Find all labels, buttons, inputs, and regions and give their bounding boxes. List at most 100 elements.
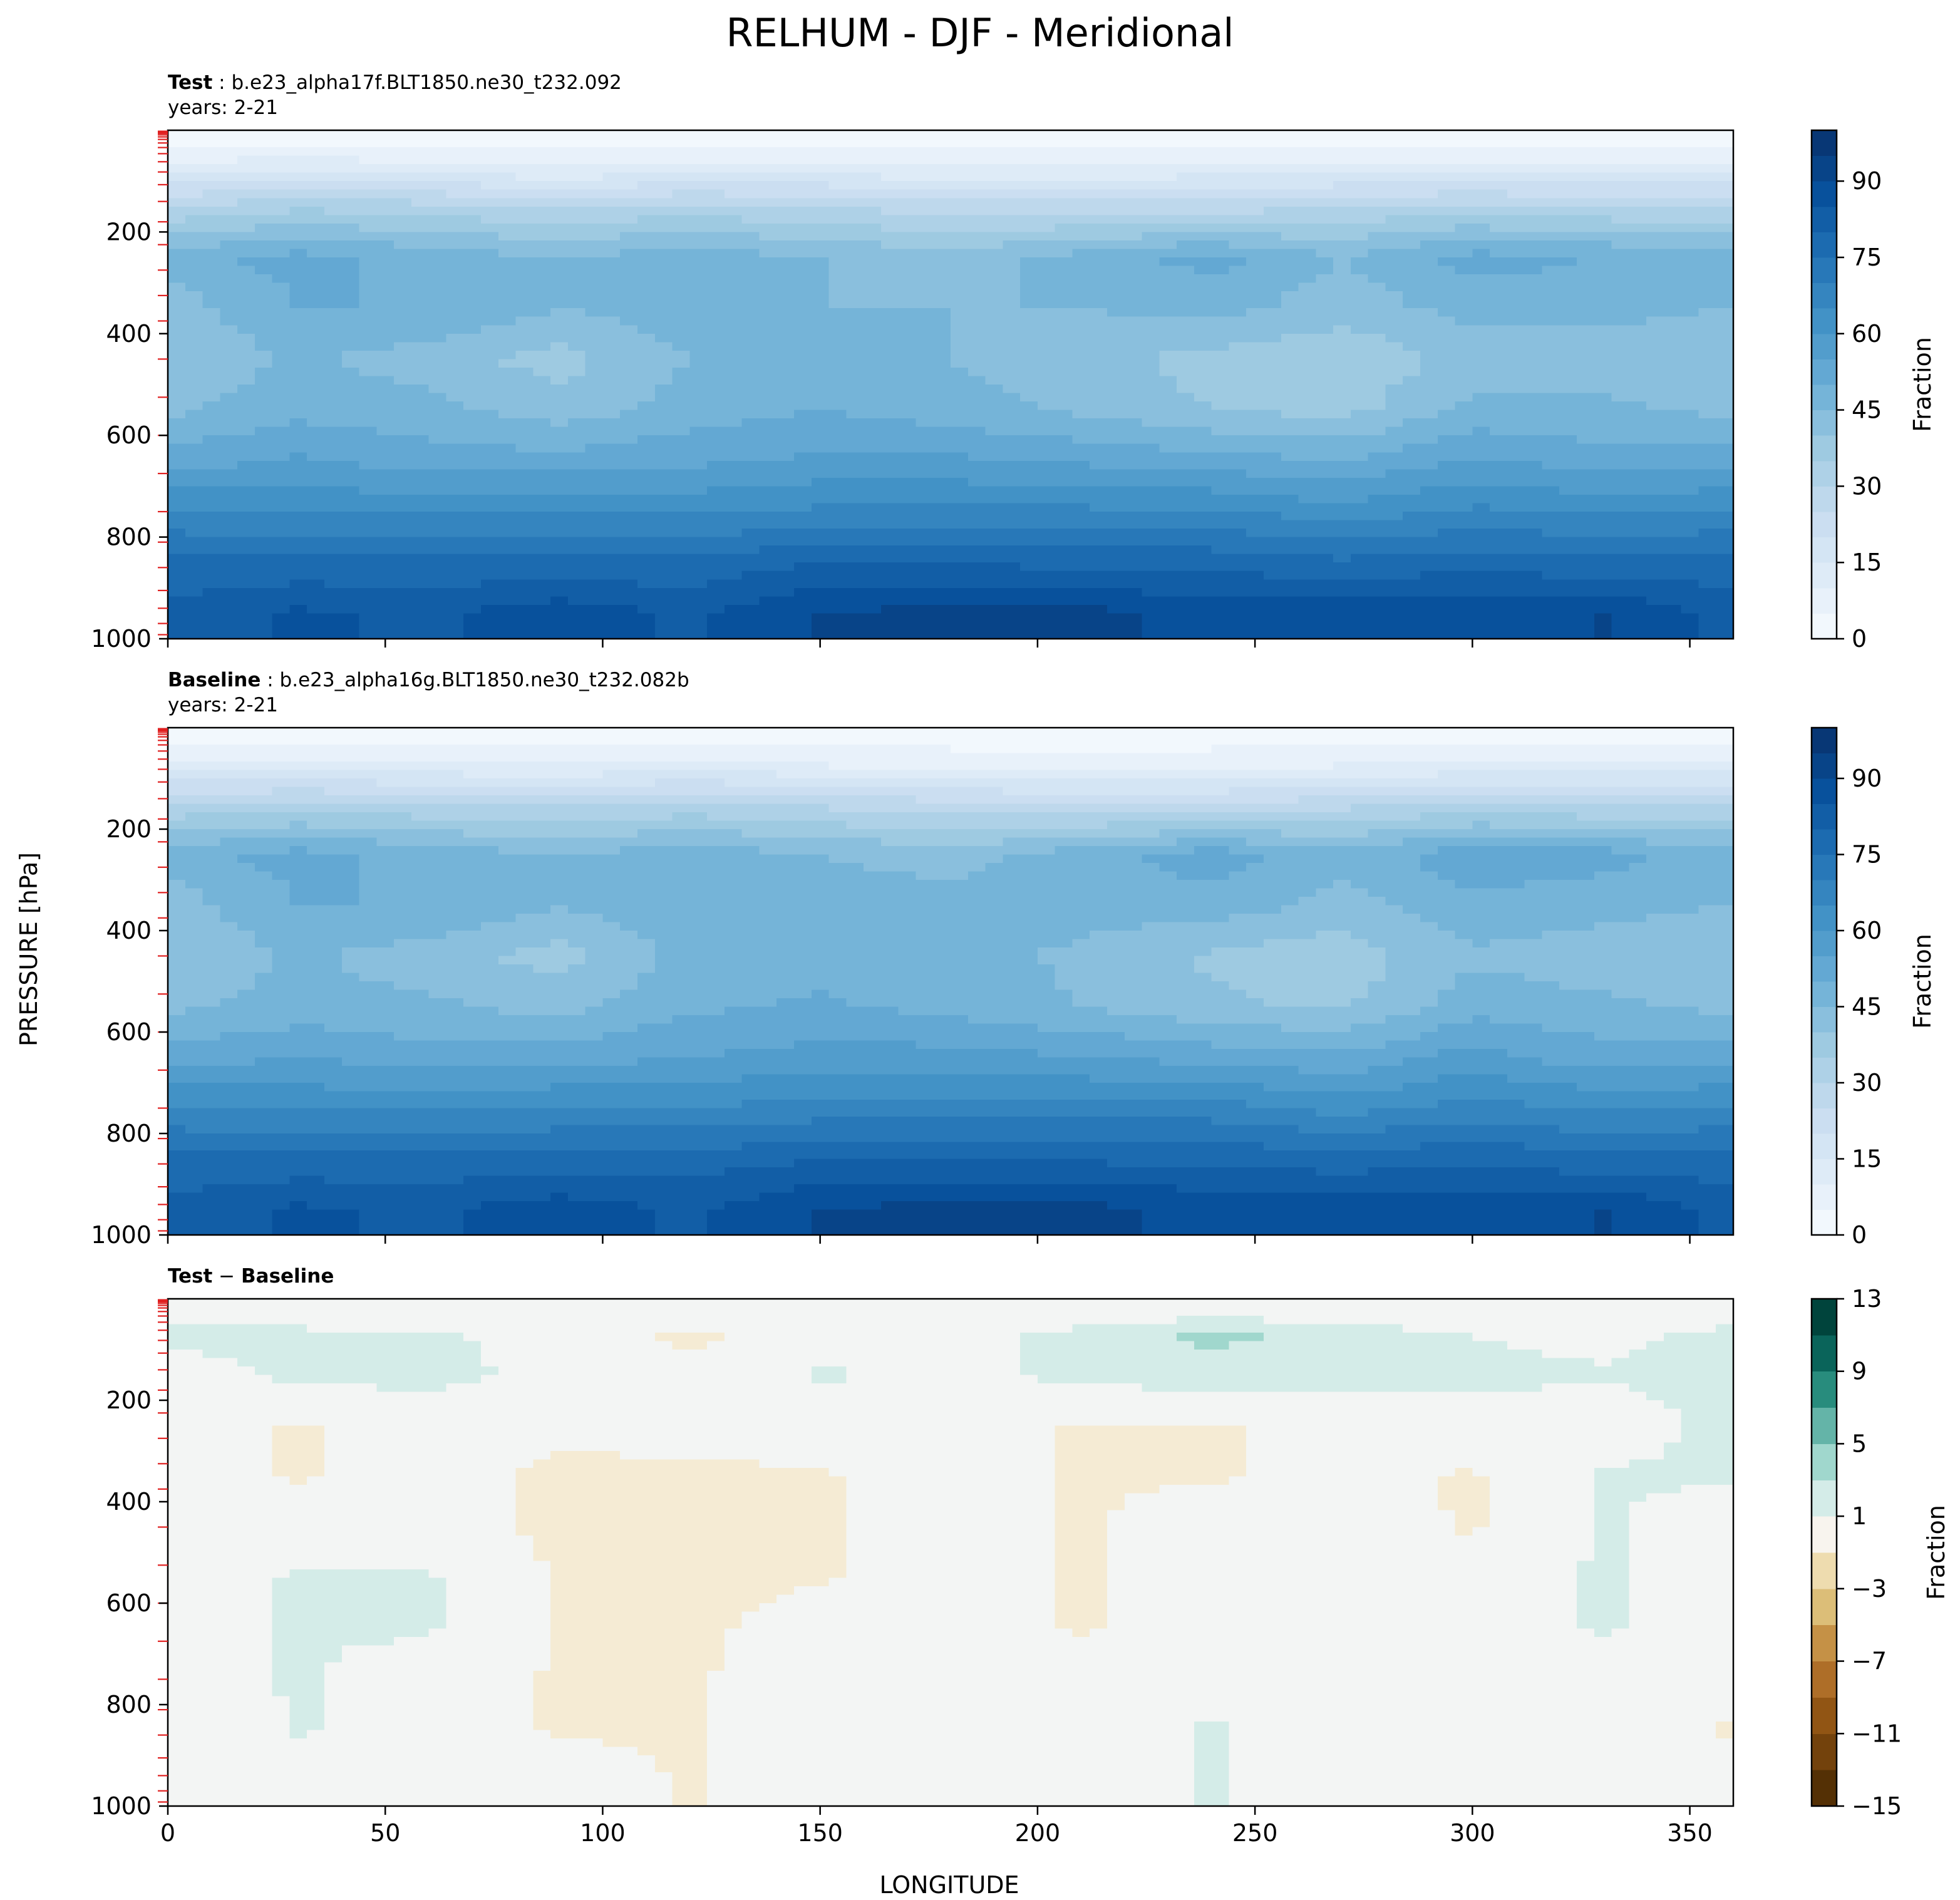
field-cell xyxy=(602,274,621,284)
field-cell xyxy=(1455,257,1473,267)
field-cell xyxy=(898,223,917,232)
field-cell xyxy=(794,274,812,284)
field-cell xyxy=(1629,385,1647,394)
field-cell xyxy=(1420,198,1438,207)
field-cell xyxy=(1316,350,1334,359)
field-cell xyxy=(550,325,569,334)
field-cell xyxy=(185,435,204,445)
field-cell xyxy=(1316,385,1334,394)
field-cell xyxy=(654,181,673,190)
field-cell xyxy=(237,469,255,478)
field-cell xyxy=(1298,579,1316,589)
field-cell xyxy=(1246,308,1264,318)
field-cell xyxy=(1264,181,1282,190)
field-cell xyxy=(272,452,291,462)
field-cell xyxy=(707,274,725,284)
field-cell xyxy=(202,562,220,572)
field-cell xyxy=(828,206,847,215)
field-cell xyxy=(515,477,534,487)
field-cell xyxy=(1229,385,1247,394)
field-cell xyxy=(967,443,986,453)
field-cell xyxy=(985,138,1003,148)
field-cell xyxy=(1333,274,1351,284)
field-cell xyxy=(411,520,430,529)
field-cell xyxy=(1316,291,1334,301)
field-cell xyxy=(880,401,899,411)
field-cell xyxy=(602,376,621,385)
field-cell xyxy=(1437,291,1456,301)
field-cell xyxy=(481,520,499,529)
field-cell xyxy=(1629,198,1647,207)
field-cell xyxy=(1211,299,1230,309)
field-cell xyxy=(1159,529,1177,538)
field-cell xyxy=(550,181,569,190)
field-cell xyxy=(1177,350,1195,359)
field-cell xyxy=(602,401,621,411)
field-cell xyxy=(1437,460,1456,470)
field-cell xyxy=(1281,266,1299,275)
field-cell xyxy=(1316,435,1334,445)
field-cell xyxy=(1003,206,1021,215)
field-cell xyxy=(481,181,499,190)
field-cell xyxy=(1298,443,1316,453)
field-cell xyxy=(446,240,464,250)
field-cell xyxy=(898,520,917,529)
field-cell xyxy=(272,477,291,487)
field-cell xyxy=(550,223,569,232)
field-cell xyxy=(185,342,204,351)
field-cell xyxy=(1403,299,1421,309)
field-cell xyxy=(202,477,220,487)
field-cell xyxy=(533,469,551,478)
field-cell xyxy=(759,367,777,377)
field-cell xyxy=(933,579,951,589)
field-cell xyxy=(237,138,255,148)
field-cell xyxy=(1350,460,1369,470)
field-cell xyxy=(168,299,186,309)
field-cell xyxy=(1577,181,1595,190)
field-cell xyxy=(1611,452,1629,462)
field-cell xyxy=(759,410,777,419)
field-cell xyxy=(1663,512,1682,521)
field-cell xyxy=(880,316,899,326)
field-cell xyxy=(1507,308,1525,318)
field-cell xyxy=(567,342,586,351)
field-cell xyxy=(307,215,325,224)
field-cell xyxy=(446,325,464,334)
field-cell xyxy=(428,316,447,326)
field-cell xyxy=(515,393,534,402)
field-cell xyxy=(289,325,307,334)
field-cell xyxy=(376,308,395,318)
field-cell xyxy=(916,172,934,182)
field-cell xyxy=(463,460,482,470)
field-cell xyxy=(1663,350,1682,359)
field-cell xyxy=(1698,198,1716,207)
field-cell xyxy=(1177,410,1195,419)
field-cell xyxy=(951,266,969,275)
field-cell xyxy=(376,494,395,504)
field-cell xyxy=(341,512,360,521)
field-cell xyxy=(324,342,343,351)
field-cell xyxy=(1211,232,1230,241)
field-cell xyxy=(1490,393,1508,402)
field-cell xyxy=(1577,249,1595,258)
field-cell xyxy=(1646,579,1664,589)
field-cell xyxy=(168,376,186,385)
field-cell xyxy=(463,299,482,309)
field-cell xyxy=(811,376,830,385)
field-cell xyxy=(967,418,986,428)
field-cell xyxy=(916,494,934,504)
field-cell xyxy=(1177,520,1195,529)
field-cell xyxy=(202,181,220,190)
field-cell xyxy=(1698,359,1716,368)
field-cell xyxy=(967,316,986,326)
field-cell xyxy=(411,494,430,504)
field-cell xyxy=(515,181,534,190)
field-cell xyxy=(220,308,238,318)
field-cell xyxy=(376,401,395,411)
field-cell xyxy=(707,545,725,555)
field-cell xyxy=(1333,520,1351,529)
field-cell xyxy=(585,232,604,241)
field-cell xyxy=(864,579,882,589)
field-cell xyxy=(446,316,464,326)
field-cell xyxy=(1177,155,1195,165)
